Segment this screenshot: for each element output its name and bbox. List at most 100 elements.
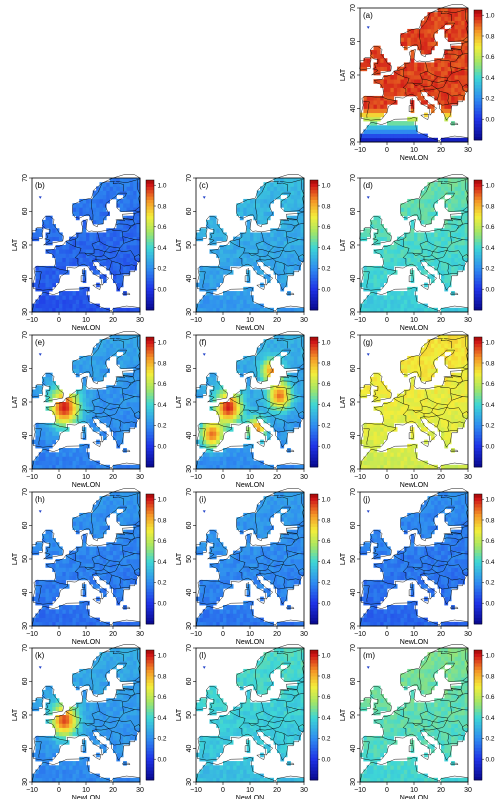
- map-cell: [387, 303, 391, 309]
- map-cell: [109, 265, 114, 271]
- map-cell: [133, 397, 137, 403]
- map-cell: [246, 393, 251, 399]
- map-cell: [407, 37, 411, 42]
- map-cell: [407, 66, 411, 72]
- border-line: [232, 395, 240, 398]
- map-cell: [380, 278, 384, 284]
- map-cell: [102, 464, 107, 470]
- map-cell: [55, 452, 60, 457]
- map-cell: [424, 343, 428, 348]
- map-cell: [113, 307, 117, 313]
- y-tick-label: 30: [22, 308, 29, 316]
- map-cell: [250, 307, 254, 313]
- map-cell: [414, 360, 418, 365]
- map-cell: [38, 228, 43, 233]
- map-cell: [256, 257, 261, 263]
- map-cell: [283, 376, 288, 382]
- map-cell: [86, 368, 90, 374]
- map-cell: [454, 178, 459, 183]
- map-cell: [113, 178, 117, 183]
- map-cell: [376, 95, 381, 101]
- map-cell: [109, 257, 114, 263]
- map-cell: [246, 406, 251, 411]
- colorbar: 1.00.80.60.40.20.0: [145, 179, 167, 311]
- map-cell: [223, 452, 227, 457]
- map-cell: [461, 351, 465, 357]
- map-cell: [376, 307, 381, 313]
- map-cell: [55, 567, 60, 572]
- map-cell: [410, 303, 415, 309]
- map-cell: [52, 422, 56, 428]
- colorbar-segment: [310, 271, 318, 275]
- map-cell: [410, 228, 415, 233]
- map-cell: [246, 245, 251, 250]
- map-cell: [420, 402, 425, 407]
- map-cell: [116, 274, 121, 279]
- map-cell: [55, 303, 60, 309]
- map-cell: [129, 198, 134, 204]
- map-cell: [116, 307, 121, 313]
- map-cell: [464, 355, 469, 361]
- map-cell: [464, 464, 469, 470]
- map-cell: [62, 265, 67, 271]
- map-cell: [454, 20, 459, 26]
- map-cell: [45, 554, 50, 560]
- map-cell: [253, 406, 258, 411]
- map-cell: [216, 274, 220, 279]
- map-cell: [403, 364, 408, 369]
- colorbar-segment: [474, 84, 482, 89]
- map-cell: [287, 402, 291, 407]
- map-cell: [387, 83, 391, 88]
- map-cell: [32, 550, 36, 556]
- colorbar-segment: [310, 258, 318, 262]
- map-cell: [287, 198, 291, 204]
- map-cell: [417, 37, 422, 42]
- colorbar-segment: [474, 120, 482, 125]
- map-cell: [243, 261, 247, 267]
- map-cell: [457, 385, 462, 390]
- map-cell: [287, 257, 291, 263]
- map-cell: [119, 439, 124, 445]
- map-cell: [48, 609, 53, 614]
- map-cell: [397, 418, 401, 424]
- map-cell: [451, 190, 455, 196]
- map-cell: [52, 546, 56, 551]
- map-cell: [363, 112, 368, 118]
- map-cell: [256, 414, 261, 420]
- map-cell: [420, 270, 425, 275]
- border-line: [407, 82, 425, 90]
- map-cell: [376, 270, 381, 275]
- border-line: [462, 84, 469, 91]
- border-line: [35, 271, 42, 288]
- map-cell: [376, 125, 381, 130]
- map-cell: [290, 194, 295, 200]
- map-cell: [383, 274, 388, 279]
- map-cell: [424, 397, 428, 403]
- map-cell: [266, 343, 271, 348]
- map-cell: [263, 406, 268, 411]
- map-cell: [380, 83, 384, 88]
- map-cell: [370, 452, 374, 457]
- map-cell: [263, 207, 268, 212]
- map-cell: [454, 339, 459, 344]
- map-cell: [82, 291, 87, 296]
- colorbar-segment: [146, 450, 154, 455]
- map-cell: [427, 28, 432, 34]
- map-cell: [461, 360, 465, 365]
- map-cell: [451, 253, 455, 258]
- map-cell: [59, 452, 63, 457]
- map-cell: [447, 104, 452, 109]
- map-cell: [99, 402, 104, 407]
- map-cell: [451, 178, 455, 183]
- map-cell: [434, 16, 438, 21]
- map-cell: [457, 28, 462, 34]
- coastline: [196, 444, 305, 470]
- map-cell: [273, 186, 278, 191]
- border-line: [432, 77, 449, 83]
- map-cell: [89, 360, 94, 365]
- map-cell: [106, 265, 110, 271]
- map-cell: [437, 410, 442, 415]
- colorbar-segment: [146, 251, 154, 256]
- map-cell: [136, 410, 141, 415]
- colorbar-segment: [474, 267, 482, 272]
